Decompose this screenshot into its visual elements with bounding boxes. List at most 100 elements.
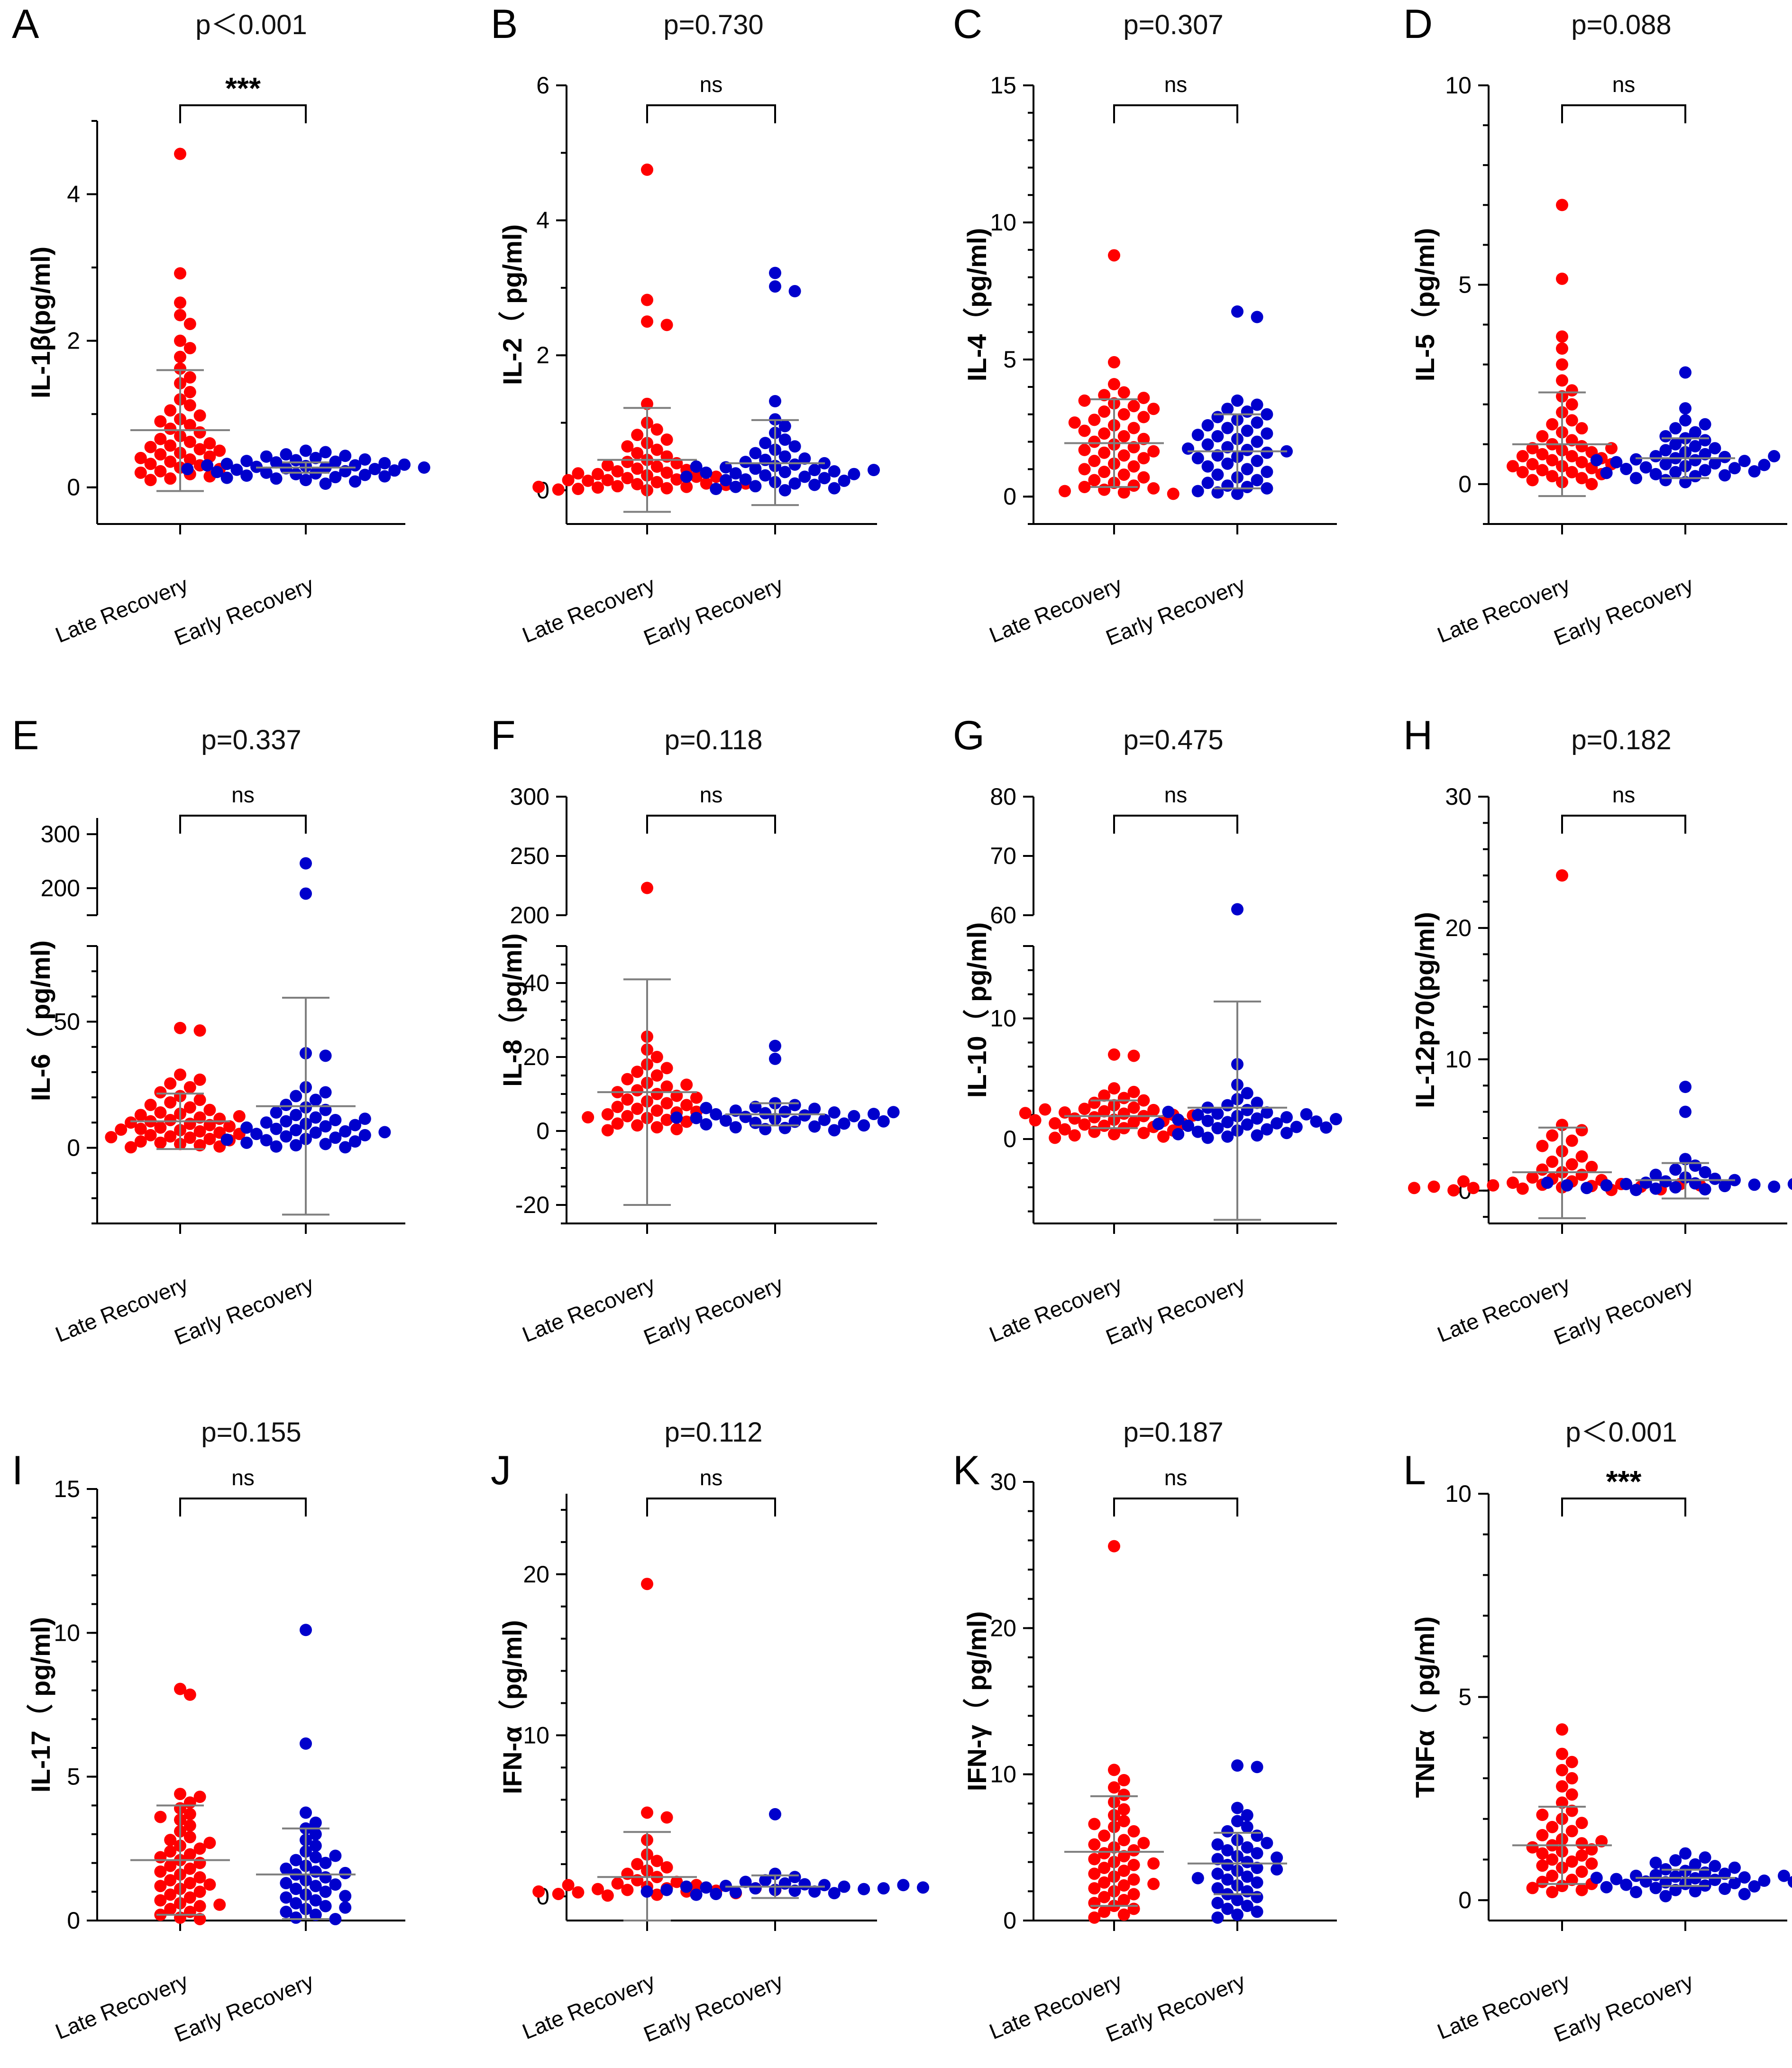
data-point [220,458,233,470]
data-point [1699,1183,1711,1195]
data-point [154,1086,167,1099]
data-point [1610,456,1623,469]
data-point [611,465,624,478]
data-point [183,1081,196,1094]
data-point [710,483,722,495]
data-point [1330,1112,1342,1125]
data-point [788,458,801,471]
data-point [631,462,644,475]
data-point [650,1855,663,1867]
data-point [378,470,391,483]
data-point [1137,1094,1150,1107]
data-point [1211,1853,1224,1866]
data-point [660,1062,673,1075]
data-point [828,465,841,478]
data-point [1231,1759,1243,1772]
data-point [1088,1853,1101,1866]
data-point [300,1737,312,1750]
data-point [1585,1160,1598,1173]
data-point [1669,466,1682,478]
data-point [552,483,565,496]
data-point [1221,1116,1234,1129]
data-point [174,1788,186,1801]
data-point [1211,1838,1224,1851]
data-point [1271,1863,1283,1876]
data-point [1191,452,1204,465]
data-point [621,1884,634,1896]
data-point [193,409,206,422]
data-point [749,1882,762,1895]
data-point [164,455,177,468]
data-point [877,1115,890,1128]
data-point [798,1109,811,1122]
data-point [650,1088,663,1100]
data-point [1738,1871,1751,1884]
data-point [710,470,722,483]
y-tick-label: 60 [990,902,1016,928]
data-point [183,1101,196,1114]
data-point [1088,435,1101,448]
data-point [1251,1891,1263,1903]
data-point [1310,1115,1323,1128]
data-point [1137,432,1150,445]
data-point [868,1108,880,1121]
data-point [1536,1847,1549,1860]
data-point [660,1884,673,1896]
data-point [1556,1764,1568,1776]
data-point [1221,441,1234,454]
data-point [1556,330,1568,343]
data-point [690,460,703,473]
data-point [1669,438,1682,450]
data-point [1108,1048,1120,1061]
data-point [1590,454,1603,467]
data-point [532,1885,545,1898]
data-point [690,1112,703,1124]
data-point [1251,1876,1263,1889]
data-point [1575,1150,1588,1163]
data-point [1251,398,1263,411]
data-point [174,362,186,375]
data-point [1241,463,1253,476]
data-point [1575,472,1588,485]
data-point [1758,459,1771,471]
data-point [1117,1908,1130,1921]
data-point [154,1811,167,1823]
data-point [858,1883,870,1895]
data-point [174,350,186,363]
data-point [1565,1855,1578,1868]
data-point [690,1879,703,1892]
data-point [280,1099,293,1112]
data-point [1565,398,1578,411]
data-point [1088,414,1101,426]
data-point [1127,1825,1140,1838]
data-point [309,1894,322,1907]
data-point [339,450,352,462]
panel-letter: K [953,1448,980,1493]
data-point [1117,1092,1130,1104]
y-tick-label: 0 [1458,1887,1472,1913]
data-point [1575,456,1588,469]
data-point [319,1086,332,1099]
data-point [592,1883,604,1895]
y-tick-label: 200 [510,902,549,928]
data-point [611,1877,624,1890]
data-point [1117,486,1130,499]
data-point [1546,1853,1559,1866]
panel-letter: A [12,1,39,47]
y-tick-label: 20 [523,1044,549,1070]
data-point [572,467,585,480]
data-point [759,437,772,450]
data-point [1659,474,1672,487]
data-point [388,464,401,477]
data-point [1526,1882,1539,1894]
data-point [1556,1880,1568,1893]
data-point [1728,462,1741,475]
data-point [1127,1873,1140,1886]
y-tick-label: 5 [1003,346,1016,373]
panel-letter: F [491,713,516,758]
data-point [1659,458,1672,470]
data-point [1137,1837,1150,1849]
data-point [1719,450,1731,463]
data-point [329,1113,342,1126]
